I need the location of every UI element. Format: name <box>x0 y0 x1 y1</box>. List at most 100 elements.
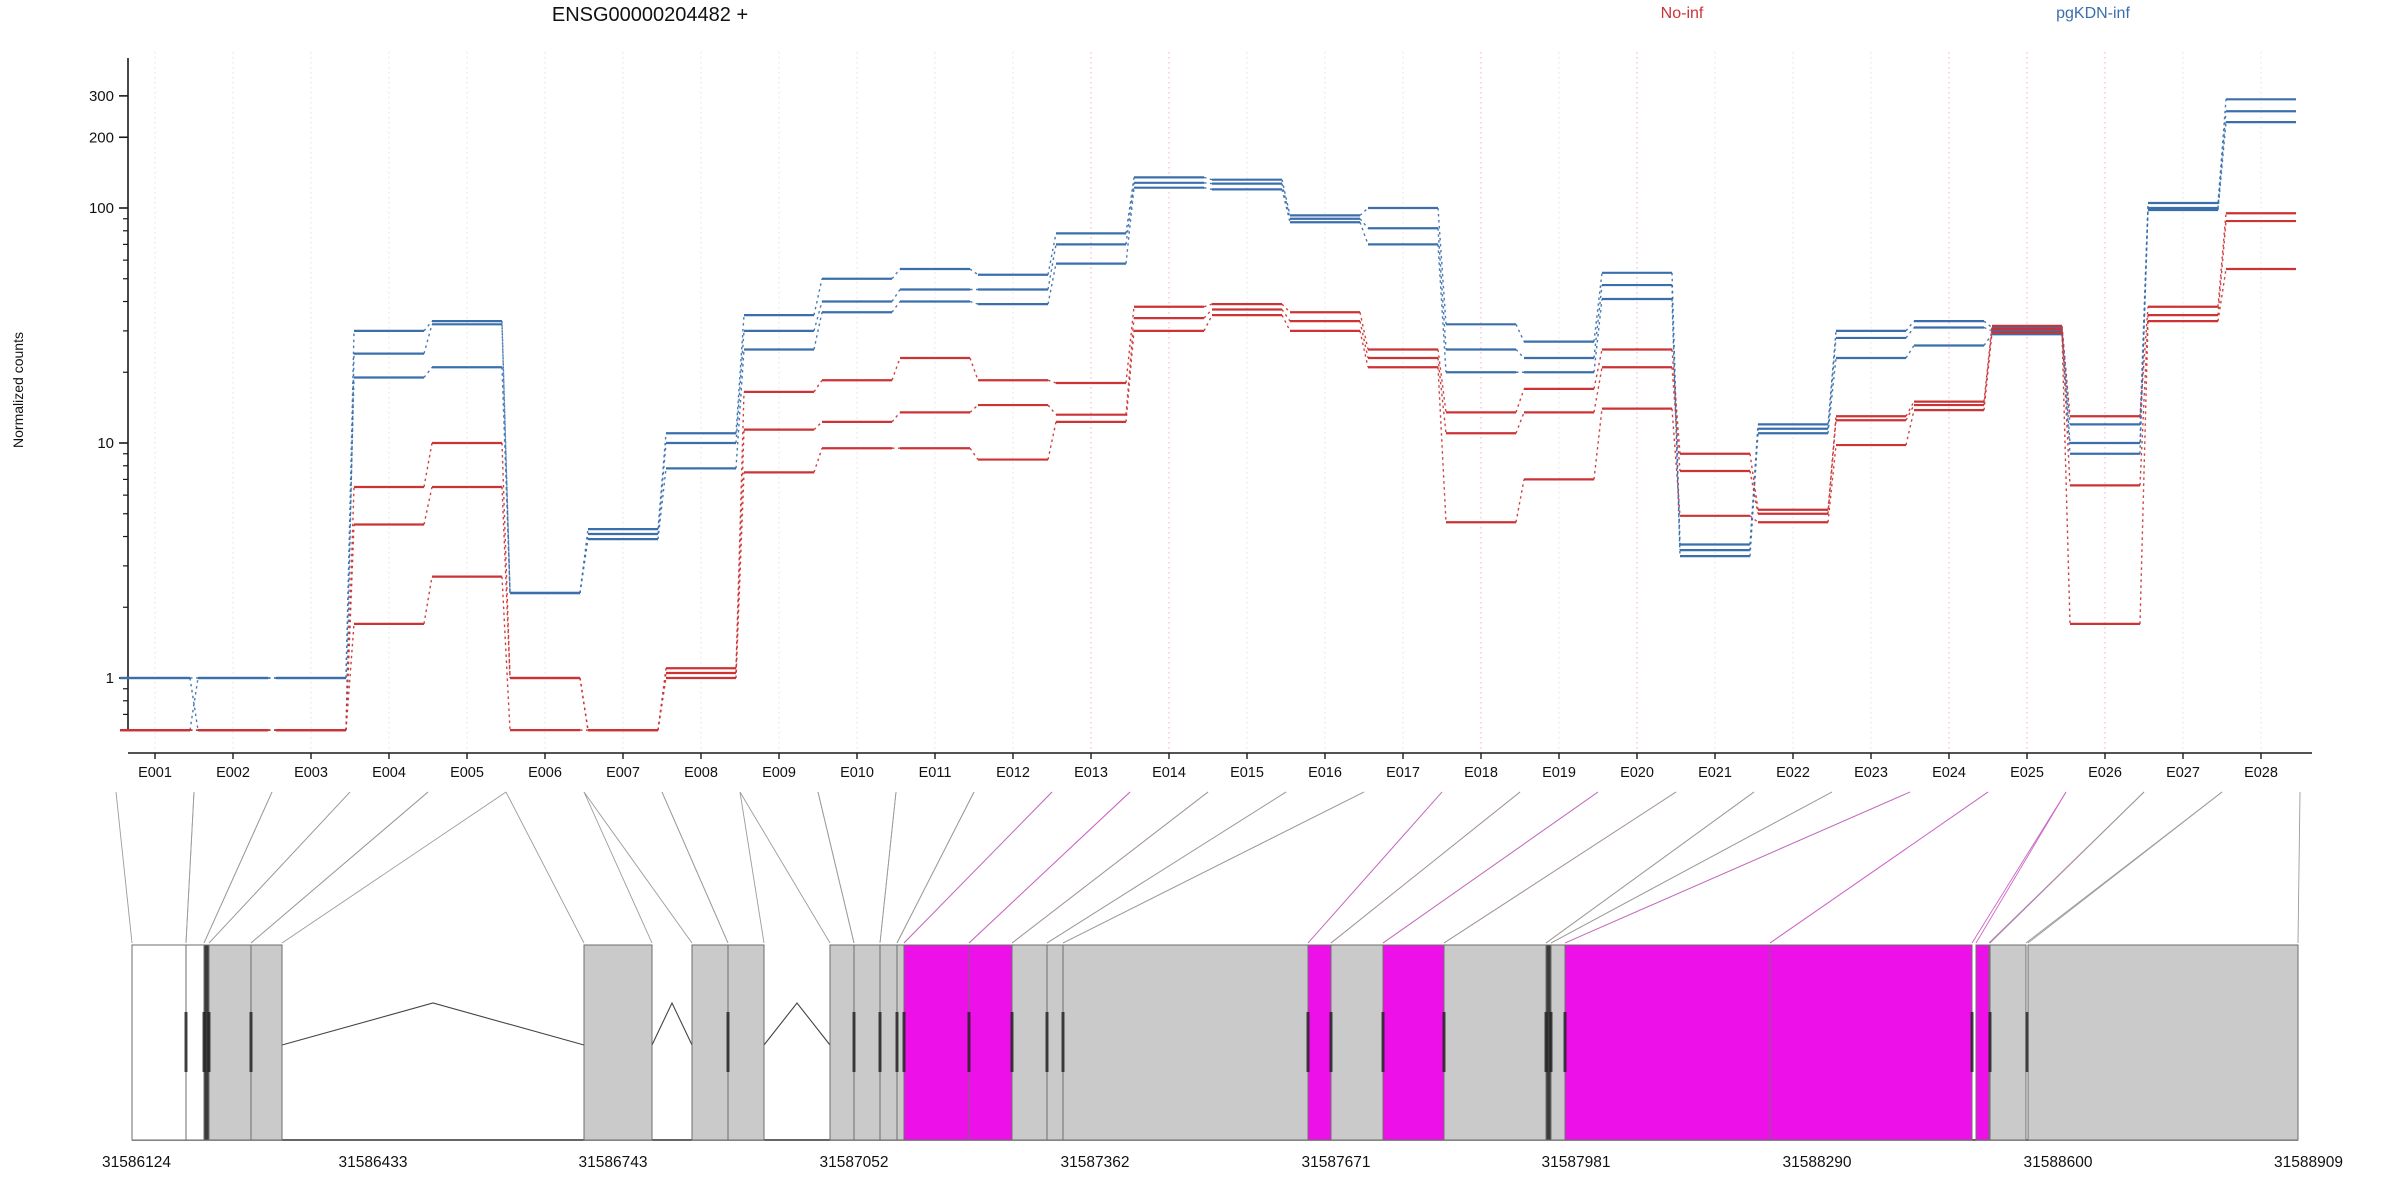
connector-left-E022 <box>1545 791 1755 944</box>
step-connector <box>1593 367 1603 413</box>
step-connector <box>1593 408 1603 480</box>
step-connector <box>735 330 745 444</box>
x-axis: E001 E002 E003 E004 E005 E006 E007 E008 E009 E010… <box>128 752 2312 781</box>
exon-boundary-tick <box>249 1012 253 1072</box>
connector-left-E024 <box>1564 791 1911 944</box>
step-connector <box>501 486 511 679</box>
genomic-coord-label: 31586433 <box>339 1154 408 1171</box>
step-connector <box>735 391 745 669</box>
step-connector <box>1827 416 1837 510</box>
step-connector <box>969 404 979 413</box>
step-connector <box>1281 309 1291 322</box>
step-connector <box>2217 213 2227 307</box>
exon-boundary-tick <box>1442 1012 1446 1072</box>
connector-right-E008 <box>739 791 765 944</box>
exon-boundary-tick <box>202 1012 206 1072</box>
step-connector <box>423 486 433 525</box>
legend-label-pgkdn-inf: pgKDN-inf <box>2056 5 2130 22</box>
step-connector <box>2139 315 2149 486</box>
step-connector <box>1203 176 1213 181</box>
step-connector <box>1125 177 1135 234</box>
step-connector <box>969 300 979 305</box>
genomic-coord-label: 31587362 <box>1061 1154 1130 1171</box>
x-tick-label-E021: E021 <box>1698 765 1732 781</box>
step-connector <box>1905 320 1915 332</box>
step-connector <box>1047 263 1057 305</box>
step-connector <box>1281 303 1291 313</box>
y-tick-label: 300 <box>89 88 114 105</box>
step-connector <box>813 421 823 431</box>
step-connector <box>1047 233 1057 275</box>
series-pgkdn-inf-1 <box>120 121 2296 732</box>
step-connector <box>813 379 823 393</box>
step-connector <box>657 442 667 535</box>
step-connector <box>501 576 511 731</box>
step-connector <box>1593 284 1603 359</box>
connector-left-E027 <box>1989 791 2145 944</box>
gridlines <box>154 52 2262 750</box>
step-connector <box>1671 298 1681 557</box>
connector-left-E018 <box>1307 791 1443 944</box>
series-no-inf-3 <box>120 267 2296 732</box>
y-tick-label: 10 <box>97 435 114 452</box>
x-tick-label-E018: E018 <box>1464 765 1498 781</box>
exon-boundary-tick <box>1061 1012 1065 1072</box>
step-connector <box>345 524 355 731</box>
exon-box-E023 <box>1550 944 1566 1141</box>
step-connector <box>1983 332 1993 411</box>
step-connector <box>1827 444 1837 523</box>
step-connector <box>735 349 745 469</box>
step-connector <box>813 448 823 473</box>
x-tick-label-E020: E020 <box>1620 765 1654 781</box>
x-tick-label-E013: E013 <box>1074 765 1108 781</box>
step-connector <box>735 472 745 679</box>
step-connector <box>1827 420 1837 514</box>
step-connector <box>1983 326 1993 332</box>
exon-box-E002 <box>185 944 205 1141</box>
step-connector <box>735 315 745 434</box>
exon-box-E016 <box>1046 944 1064 1141</box>
step-connector <box>813 278 823 316</box>
step-connector <box>1281 314 1291 332</box>
step-connector <box>345 486 355 731</box>
genomic-coord-label: 31588909 <box>2274 1154 2343 1171</box>
exon-boundary-tick <box>1988 1012 1992 1072</box>
step-connector <box>1983 320 1993 329</box>
step-connector <box>2217 220 2227 316</box>
exon-box-E013 <box>903 944 970 1141</box>
step-connector <box>813 312 823 350</box>
step-connector <box>1125 318 1135 415</box>
connector-left-E010 <box>817 791 855 944</box>
x-tick-label-E016: E016 <box>1308 765 1342 781</box>
step-connector <box>1125 187 1135 264</box>
connector-left-E009 <box>739 791 831 944</box>
genomic-coord-label: 31588290 <box>1783 1154 1852 1171</box>
step-connector <box>1515 323 1525 342</box>
step-connector <box>1905 327 1915 339</box>
x-tick-label-E009: E009 <box>762 765 796 781</box>
step-connector <box>423 442 433 488</box>
step-connector <box>579 533 589 594</box>
exon-box-E010 <box>853 944 881 1141</box>
exon-box-E011 <box>879 944 898 1141</box>
exon-box-E020 <box>1382 944 1445 1141</box>
legend-label-no-inf: No-inf <box>1660 5 1704 22</box>
connector-left-E007 <box>583 791 693 944</box>
step-connector <box>423 324 433 354</box>
genomic-coord-label: 31586743 <box>579 1154 648 1171</box>
step-connector <box>501 324 511 594</box>
x-tick-label-E017: E017 <box>1386 765 1420 781</box>
step-connector <box>1125 182 1135 245</box>
x-tick-label-E025: E025 <box>2010 765 2044 781</box>
exon-box-E027 <box>1989 944 2027 1141</box>
step-connector <box>579 677 589 731</box>
step-connector <box>1437 349 1447 413</box>
step-connector <box>969 268 979 276</box>
x-tick-label-E010: E010 <box>840 765 874 781</box>
step-connector <box>891 357 901 381</box>
connector-left-E025 <box>1769 791 1989 944</box>
gene-model <box>131 944 2299 1141</box>
step-connector <box>1749 470 1759 514</box>
step-connector <box>1983 333 1993 346</box>
exon-box-E001 <box>131 944 187 1141</box>
